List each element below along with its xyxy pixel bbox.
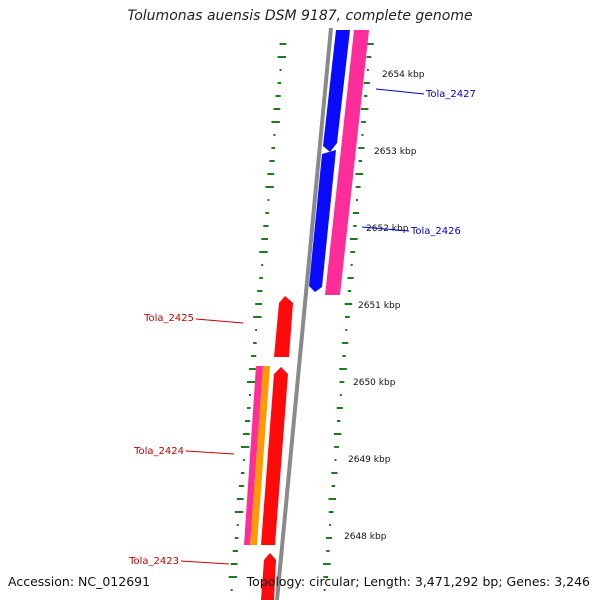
gene-label[interactable]: Tola_2425: [143, 313, 194, 324]
gene-tola-2424-orange[interactable]: [250, 366, 270, 545]
map-title: Tolumonas auensis DSM 9187, complete gen…: [127, 8, 473, 24]
kbp-tick-label: 2651 kbp: [358, 301, 401, 311]
gene-label-leader: [195, 318, 244, 324]
gene-label-leader: [180, 560, 230, 565]
gene-label[interactable]: Tola_2426: [410, 226, 461, 237]
gene-label[interactable]: Tola_2424: [133, 446, 184, 457]
gc-track-inner: [228, 43, 287, 591]
kbp-tick-label: 2650 kbp: [353, 378, 396, 388]
gene-label-leader: [185, 450, 235, 455]
gene-tola-2424-pink[interactable]: [244, 366, 263, 545]
gene-tola-2424-cds[interactable]: [261, 367, 288, 545]
gene-tola-2425-cds[interactable]: [274, 296, 293, 357]
accession-text: Accession: NC_012691: [8, 574, 151, 589]
gene-tola-2427-cds[interactable]: [323, 30, 350, 152]
gene-labels: Tola_2427 Tola_2426 Tola_2425 Tola_2424 Tola…: [128, 88, 476, 567]
kbp-tick-label: 2654 kbp: [382, 70, 425, 80]
gene-tola-2427-2426-pink[interactable]: [325, 30, 369, 295]
kbp-tick-label: 2653 kbp: [374, 147, 417, 157]
kbp-tick-label: 2648 kbp: [344, 532, 387, 542]
gene-label[interactable]: Tola_2423: [128, 556, 179, 567]
topology-summary: Topology: circular; Length: 3,471,292 bp…: [246, 574, 590, 589]
kbp-tick-label: 2649 kbp: [348, 455, 391, 465]
gene-label-leader: [375, 88, 425, 95]
gene-tola-2426-cds[interactable]: [309, 150, 336, 292]
gene-label-leader: [361, 226, 410, 232]
gene-label[interactable]: Tola_2427: [425, 89, 476, 100]
gene-tola-2423-cds[interactable]: [261, 553, 276, 600]
genome-backbone: [275, 27, 333, 600]
